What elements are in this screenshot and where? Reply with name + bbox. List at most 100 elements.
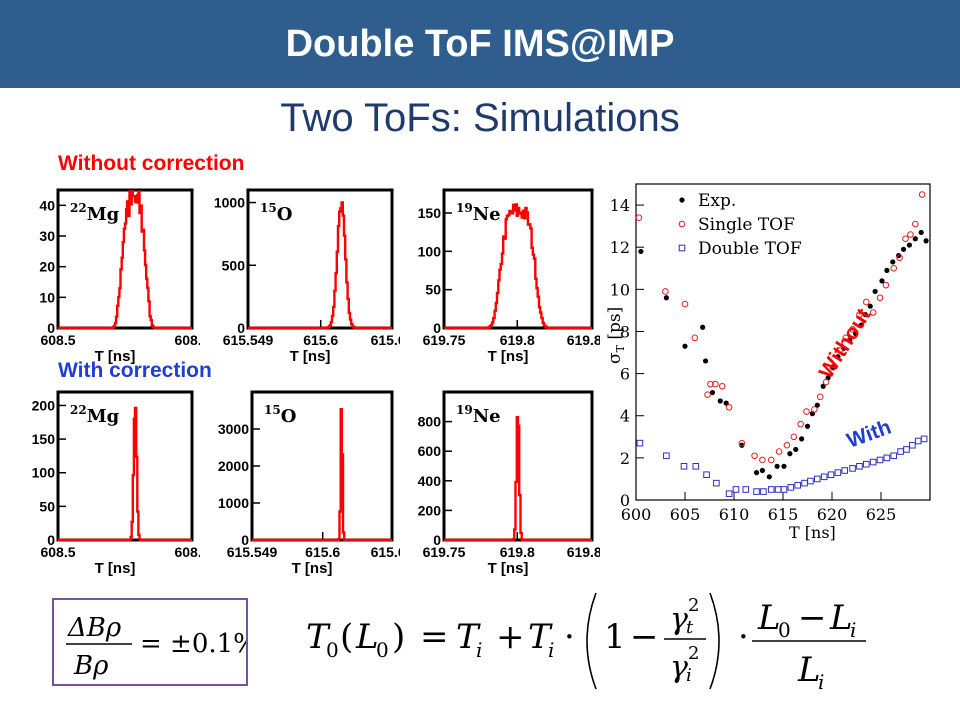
nucleus-label: 22Mg — [70, 403, 120, 427]
data-point — [849, 326, 856, 333]
nucleus-label: 15O — [264, 403, 296, 427]
x-tick-label: 615.65 — [371, 332, 400, 348]
y-axis-label: σT [ps] — [605, 307, 627, 364]
momentum-acceptance-formula: ΔBρ Bρ = ±0.1% — [52, 598, 258, 686]
svg-text:ΔBρ: ΔBρ — [67, 613, 122, 643]
data-point — [842, 334, 850, 342]
y-tick-label: 100 — [418, 243, 442, 259]
x-tick-label: 619.8 — [500, 332, 535, 348]
svg-text:L: L — [797, 650, 821, 690]
histogram-ne19-without: 0 50 100 150 619.75 619.8 619.851 T [ns] 19Ne — [418, 188, 600, 364]
data-point — [793, 446, 799, 453]
data-point — [822, 378, 830, 386]
data-point — [816, 393, 824, 401]
sigma-t-scatter-chart: 0 2 4 6 8 10 12 14 600 605 610 615 620 625 T [ns] σT [p… — [605, 183, 931, 542]
svg-text:·: · — [738, 617, 749, 657]
y-tick-label: 0 — [620, 491, 630, 510]
data-point — [890, 259, 896, 265]
data-point — [918, 229, 924, 236]
svg-text:T: T — [456, 617, 481, 657]
data-point — [775, 448, 783, 455]
data-point — [691, 334, 699, 342]
data-point — [681, 300, 689, 308]
y-tick-label: 100 — [32, 465, 56, 481]
data-point — [829, 363, 837, 371]
svg-text:T: T — [306, 617, 331, 657]
x-tick-label: 608.6 — [174, 544, 200, 560]
data-point — [709, 389, 716, 396]
x-axis-label: T [ns] — [95, 560, 136, 576]
svg-text:−: − — [630, 617, 659, 657]
svg-text:γ: γ — [670, 650, 688, 685]
data-point — [879, 278, 885, 284]
svg-text:t: t — [686, 617, 694, 638]
data-point — [692, 462, 700, 470]
histogram-mg22-without: 0 10 20 30 40 608.5 608.6 T [ns] 22Mg — [39, 188, 200, 364]
data-point — [820, 383, 826, 389]
data-point — [797, 420, 804, 428]
data-point — [849, 465, 856, 472]
data-point — [703, 471, 710, 479]
data-point — [760, 488, 767, 495]
data-point — [834, 469, 842, 476]
y-tick-label: 0 — [241, 532, 249, 548]
data-point — [725, 490, 733, 497]
svg-text:): ) — [392, 617, 405, 657]
histogram-ne19-with: 0 200 400 600 800 619.75 619.8 619.851 T [ns] 19N… — [418, 390, 600, 576]
data-point — [725, 404, 733, 411]
svg-text:0: 0 — [376, 638, 389, 662]
data-point — [811, 406, 818, 413]
data-point — [830, 364, 836, 370]
y-tick-label: 10 — [39, 289, 55, 305]
data-point — [662, 288, 669, 295]
x-tick-label: 608.5 — [40, 544, 75, 560]
svg-text:+: + — [496, 617, 525, 657]
plot-frame — [250, 390, 394, 542]
svg-text:L: L — [829, 598, 853, 638]
nucleus-label: 19Ne — [456, 403, 501, 427]
data-point — [876, 294, 884, 302]
data-point — [739, 442, 745, 448]
x-tick-label: 619.75 — [423, 332, 466, 348]
data-point — [767, 456, 775, 464]
data-point — [767, 486, 775, 493]
y-tick-label: 0 — [237, 320, 245, 336]
data-point — [759, 456, 766, 464]
data-point — [900, 246, 907, 252]
x-tick-label: 608.6 — [174, 332, 200, 348]
data-point — [814, 402, 820, 408]
data-point — [679, 197, 685, 203]
data-point — [753, 470, 760, 476]
nucleus-label: 15O — [260, 201, 292, 225]
data-point — [890, 264, 898, 272]
data-point — [869, 458, 877, 466]
data-point — [680, 462, 688, 470]
x-tick-label: 615.549 — [223, 332, 274, 348]
y-tick-label: 200 — [418, 502, 442, 518]
data-point — [903, 446, 910, 453]
data-point — [738, 439, 746, 447]
data-point — [896, 254, 903, 262]
data-point — [827, 471, 835, 479]
x-tick-label: 615.65 — [371, 544, 400, 560]
data-point — [856, 311, 863, 318]
data-point — [907, 231, 914, 238]
svg-text:i: i — [850, 618, 856, 642]
x-axis-label: T [ns] — [488, 560, 529, 576]
y-tick-label: 8 — [620, 322, 630, 341]
header-bar: Double ToF IMS@IMP — [0, 0, 960, 88]
y-tick-label: 10 — [610, 280, 630, 299]
data-point — [869, 309, 877, 316]
data-point — [909, 441, 916, 449]
histogram-line — [444, 416, 592, 542]
histogram-mg22-with: 0 50 100 150 200 608.5 608.6 T [ns] 22Mg — [32, 390, 200, 576]
data-point — [902, 235, 909, 243]
data-point — [863, 298, 870, 306]
y-tick-label: 50 — [425, 282, 441, 298]
data-point — [841, 467, 849, 474]
x-tick-label: 615.6 — [303, 332, 338, 348]
svg-text:γ: γ — [670, 602, 688, 637]
page-subtitle: Two ToFs: Simulations — [280, 96, 680, 140]
y-tick-label: 150 — [418, 205, 442, 221]
legend-entry: Double TOF — [698, 239, 802, 259]
